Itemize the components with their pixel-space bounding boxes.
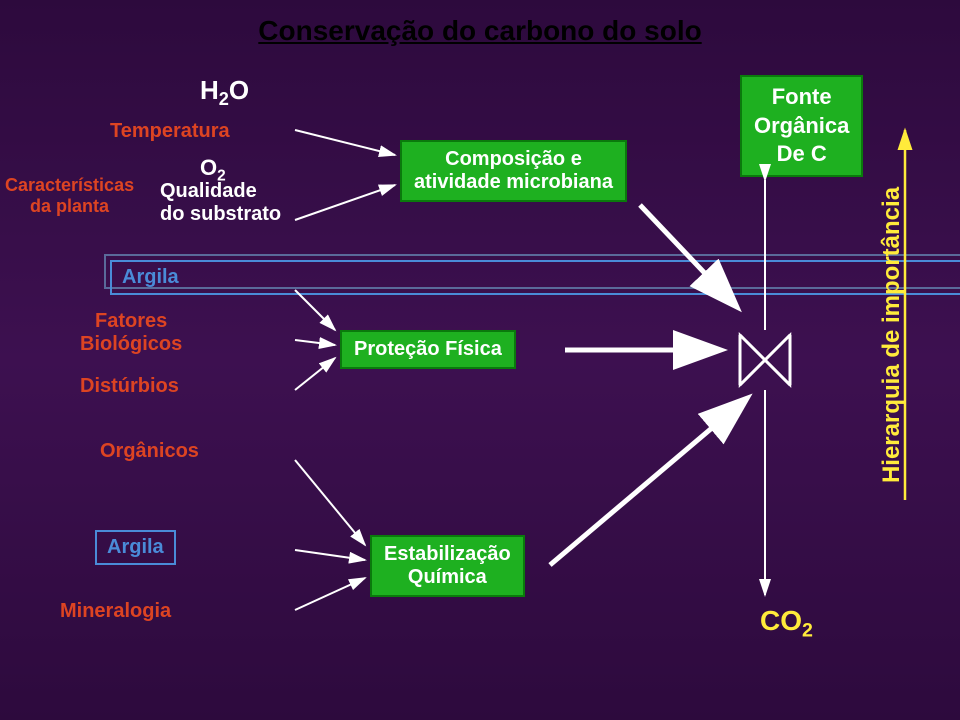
label-qualidade: Qualidade do substrato (160, 180, 281, 226)
label-fatores: Fatores Biológicos (80, 310, 182, 356)
box-argila-2: Argila (95, 530, 176, 565)
label-mineralogia: Mineralogia (60, 600, 171, 623)
label-hierarquia: Hierarquia de importância (878, 187, 906, 483)
label-disturbios: Distúrbios (80, 375, 179, 398)
box-fonte: Fonte Orgânica De C (740, 75, 863, 177)
label-organicos: Orgânicos (100, 440, 199, 463)
label-caracteristicas: Características da planta (5, 175, 134, 217)
diagram-title: Conservação do carbono do solo (258, 15, 701, 47)
label-h2o: H2O (200, 75, 249, 110)
box-estabilizacao: Estabilização Química (370, 535, 525, 597)
label-co2: CO2 (760, 605, 813, 643)
label-temperatura: Temperatura (110, 120, 230, 143)
box-protecao: Proteção Física (340, 330, 516, 369)
box-composicao: Composição e atividade microbiana (400, 140, 627, 202)
box-argila-1: Argila (110, 260, 960, 295)
